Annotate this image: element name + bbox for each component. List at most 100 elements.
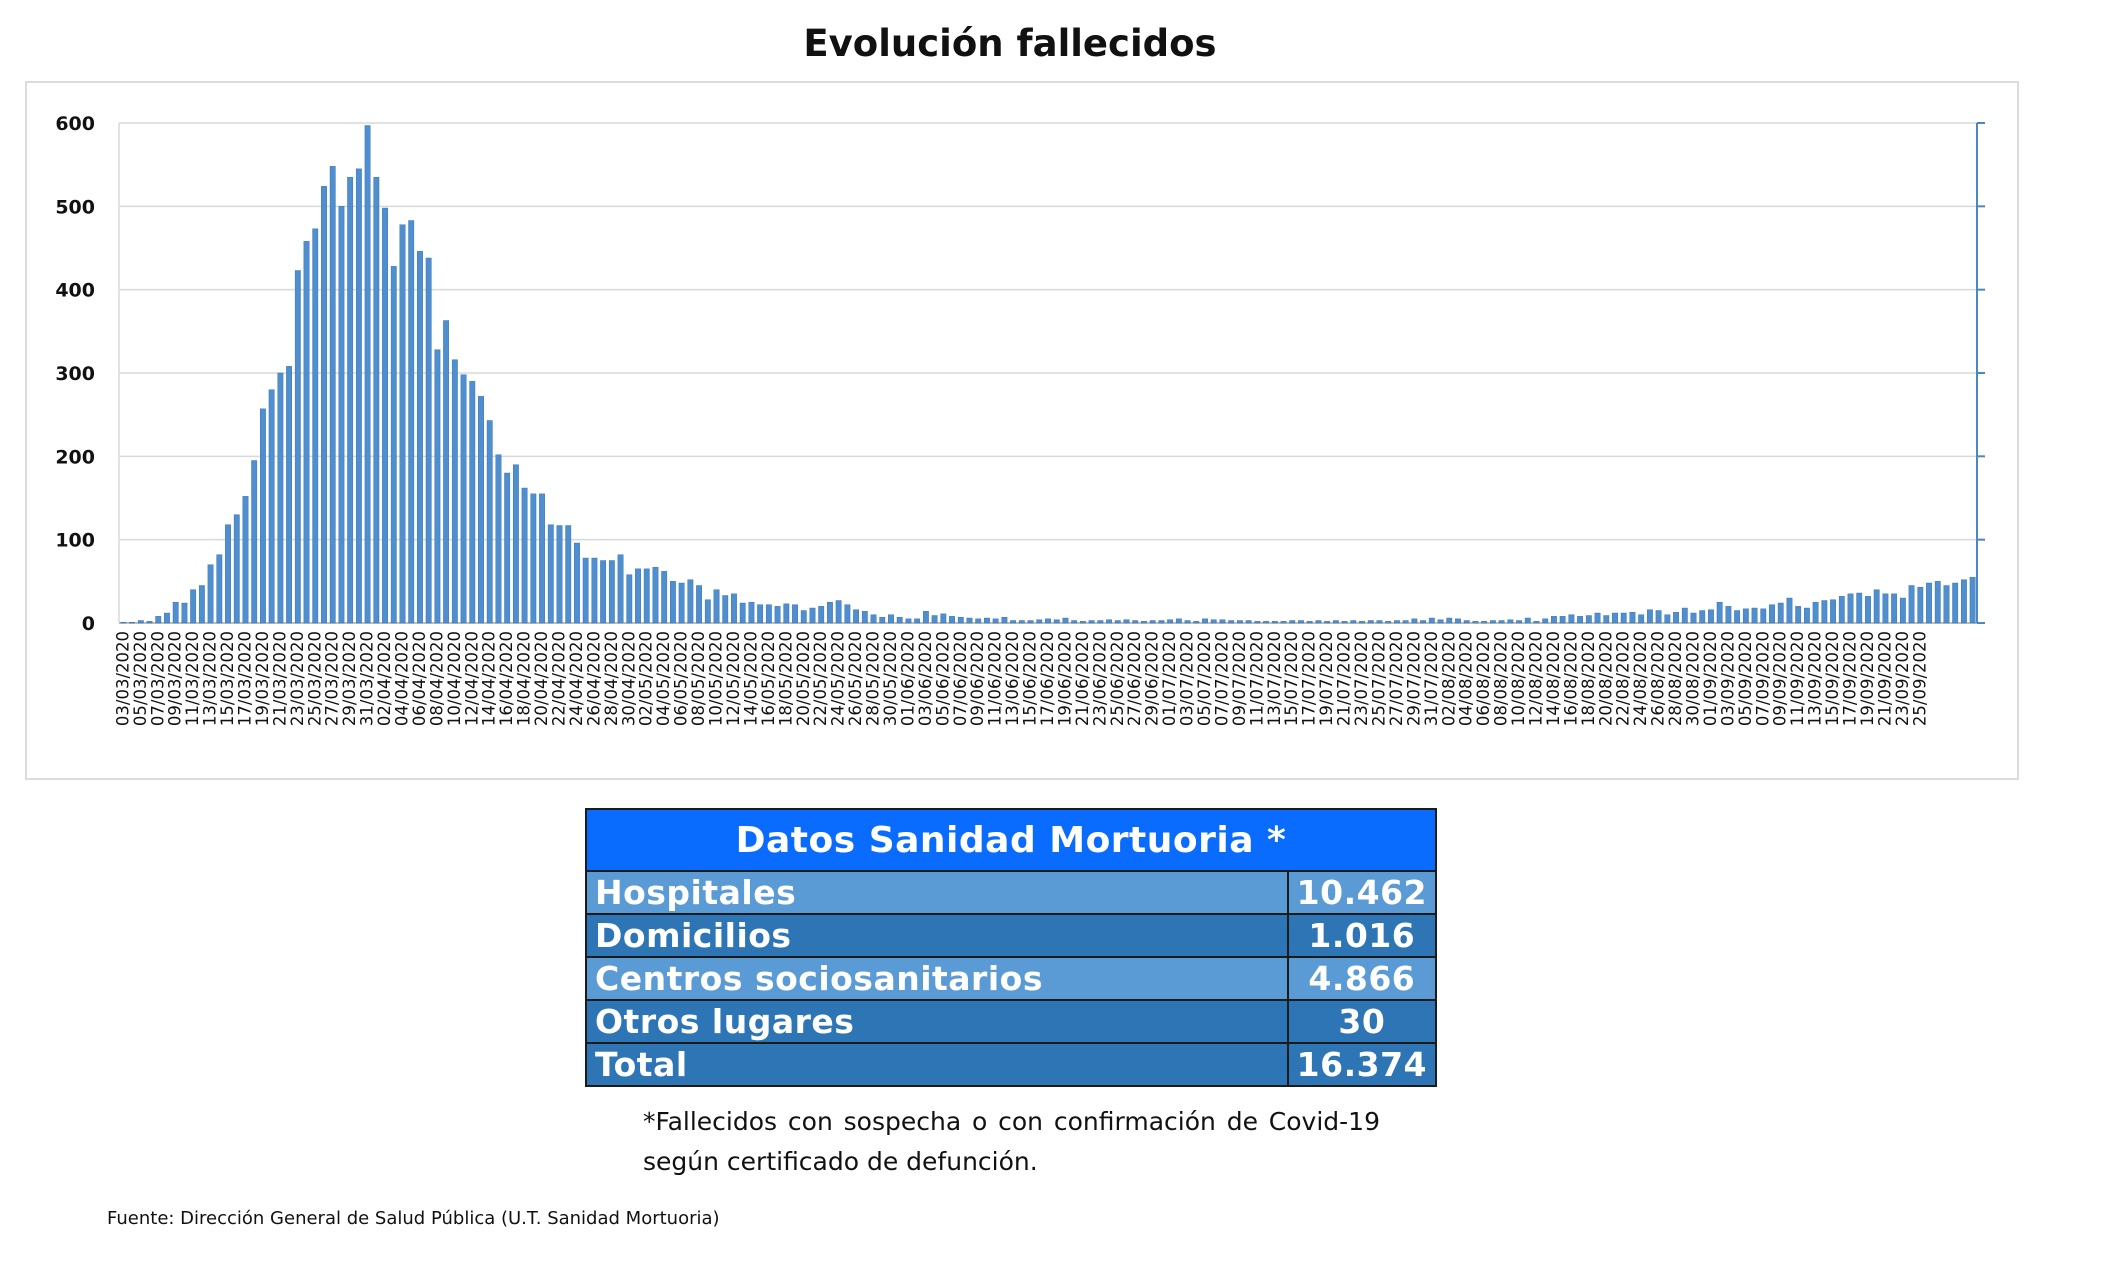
bar: [530, 493, 537, 624]
bar: [1472, 621, 1479, 624]
bar: [1071, 620, 1078, 624]
tick-labels: 010020030040050060003/03/202005/03/20200…: [55, 113, 1929, 726]
bar: [364, 125, 371, 624]
gridlines: [119, 122, 1977, 624]
bar: [556, 525, 563, 624]
x-tick-label: 29/07/2020: [1404, 631, 1423, 726]
x-tick-label: 09/06/2020: [968, 631, 987, 726]
bar: [1690, 612, 1697, 624]
bar: [1254, 621, 1261, 624]
x-tick-label: 03/07/2020: [1178, 631, 1197, 726]
x-tick-label: 27/03/2020: [323, 631, 342, 726]
bar: [1865, 596, 1871, 624]
bar: [1952, 582, 1959, 624]
y-tick-label: 500: [55, 196, 95, 218]
bar: [1184, 620, 1191, 624]
x-tick-label: 12/08/2020: [1526, 631, 1545, 726]
bar: [966, 617, 973, 624]
x-tick-label: 08/05/2020: [689, 631, 708, 726]
row-label-total: Total: [585, 1042, 1289, 1087]
bar: [1298, 620, 1304, 624]
bar: [1882, 593, 1889, 624]
x-tick-label: 11/09/2020: [1788, 631, 1807, 726]
bar: [635, 568, 641, 624]
bar: [172, 601, 179, 624]
bar: [661, 571, 668, 624]
bar: [1315, 620, 1322, 624]
x-tick-label: 13/06/2020: [1003, 631, 1022, 726]
bar: [888, 614, 894, 624]
x-tick-label: 01/09/2020: [1701, 631, 1720, 726]
x-tick-label: 23/06/2020: [1090, 631, 1109, 726]
bar: [1777, 602, 1784, 624]
row-label-centros: Centros sociosanitarios: [585, 956, 1289, 1001]
row-value-total: 16.374: [1286, 1042, 1438, 1087]
bar: [1594, 612, 1601, 624]
bar: [739, 602, 746, 624]
x-tick-label: 04/05/2020: [654, 631, 673, 726]
y-tick-label: 400: [55, 280, 95, 302]
x-tick-label: 04/08/2020: [1457, 631, 1476, 726]
bar: [574, 542, 580, 624]
x-tick-label: 15/09/2020: [1823, 631, 1842, 726]
bar: [1359, 621, 1365, 624]
bar: [1018, 620, 1025, 624]
x-tick-label: 17/06/2020: [1038, 631, 1057, 726]
bar: [1760, 608, 1767, 624]
bar: [879, 616, 886, 624]
bar: [146, 621, 153, 624]
x-tick-label: 19/09/2020: [1858, 631, 1877, 726]
bar: [1612, 612, 1618, 624]
x-tick-label: 02/05/2020: [637, 631, 656, 726]
x-tick-label: 14/04/2020: [480, 631, 499, 726]
bar: [408, 220, 415, 624]
x-tick-label: 23/03/2020: [288, 631, 307, 726]
bar: [1873, 589, 1880, 624]
x-tick-label: 06/04/2020: [410, 631, 429, 726]
bar: [1062, 617, 1069, 624]
bar: [1271, 621, 1278, 624]
bar: [992, 618, 999, 624]
x-tick-label: 12/05/2020: [724, 631, 743, 726]
bar: [1245, 620, 1252, 624]
bar: [1489, 620, 1496, 624]
x-tick-label: 25/06/2020: [1108, 631, 1127, 726]
bar: [1891, 593, 1898, 624]
x-tick-label: 21/07/2020: [1335, 631, 1354, 726]
x-tick-label: 02/04/2020: [375, 631, 394, 726]
x-tick-label: 09/09/2020: [1771, 631, 1790, 726]
x-tick-label: 05/03/2020: [131, 631, 150, 726]
bar: [1045, 618, 1051, 624]
x-tick-label: 09/03/2020: [166, 631, 185, 726]
x-tick-label: 07/09/2020: [1753, 631, 1772, 726]
bar: [1568, 614, 1575, 624]
x-tick-label: 07/03/2020: [148, 631, 167, 726]
bar: [1507, 619, 1514, 624]
bar: [1149, 620, 1156, 624]
x-tick-label: 17/03/2020: [235, 631, 254, 726]
bar: [1446, 617, 1453, 624]
x-tick-label: 01/06/2020: [898, 631, 917, 726]
bar: [1786, 597, 1793, 624]
x-tick-label: 19/07/2020: [1317, 631, 1336, 726]
bar: [1708, 609, 1714, 624]
x-tick-label: 22/05/2020: [811, 631, 830, 726]
bar: [1795, 606, 1802, 624]
bar: [1655, 610, 1662, 624]
bar: [355, 168, 362, 624]
bar: [1646, 609, 1653, 624]
bar: [1280, 621, 1287, 624]
bar: [434, 349, 441, 624]
x-tick-label: 15/06/2020: [1021, 631, 1040, 726]
bar: [512, 464, 519, 624]
bar: [382, 207, 388, 624]
x-tick-label: 09/07/2020: [1230, 631, 1249, 726]
x-tick-label: 25/03/2020: [305, 631, 324, 726]
bar: [835, 600, 842, 624]
x-tick-label: 06/05/2020: [672, 631, 691, 726]
bar: [286, 366, 293, 624]
x-tick-label: 24/08/2020: [1631, 631, 1650, 726]
bar: [338, 206, 345, 624]
bar: [1917, 586, 1924, 624]
bar: [704, 599, 711, 624]
